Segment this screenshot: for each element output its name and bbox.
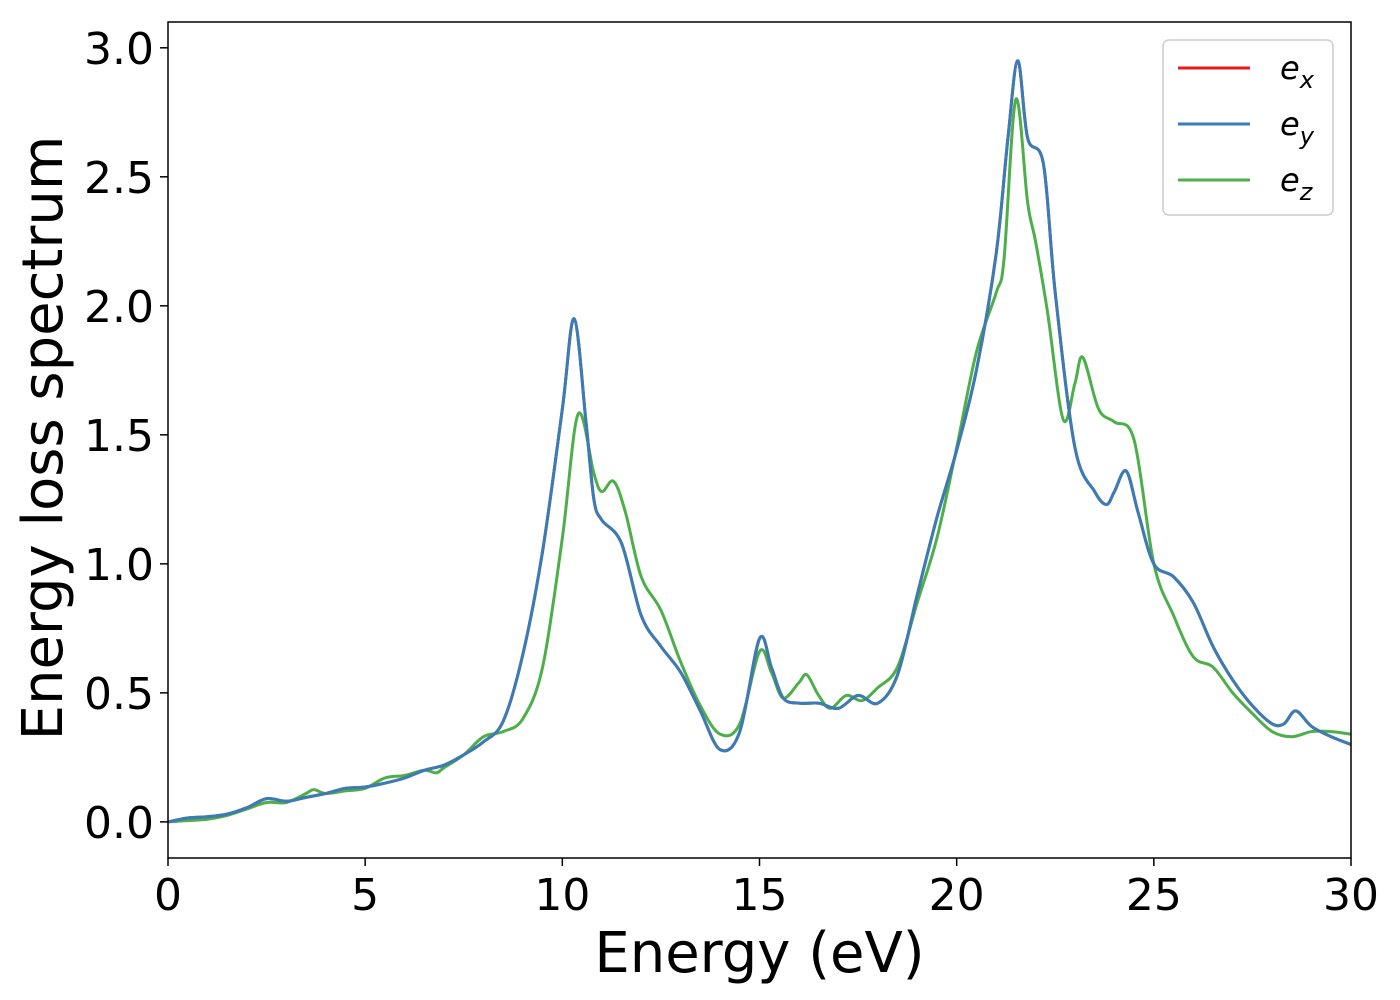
x-tick-label: 20 [929,870,985,921]
x-tick-label: 5 [351,870,379,921]
y-tick-label: 2.5 [84,153,154,204]
legend-label-ez: ez [1280,161,1314,206]
legend-label-ey: ey [1280,105,1315,150]
legend-label-ex: ex [1280,49,1315,94]
y-tick-label: 0.5 [84,669,154,720]
x-tick-label: 25 [1126,870,1182,921]
legend: ex ey ez [1162,39,1334,216]
y-axis-title: Energy loss spectrum [11,136,76,741]
series-line-ey [168,59,1351,824]
y-tick-label: 2.0 [84,282,154,333]
y-tick-label: 1.5 [84,411,154,462]
series-layer [168,59,1351,824]
x-tick-label: 0 [154,870,182,921]
x-axis-title: Energy (eV) [594,921,924,986]
y-tick-label: 0.0 [84,798,154,849]
y-axis: 0.0 0.5 1.0 1.5 2.0 2.5 3.0 [84,24,168,849]
x-tick-label: 10 [534,870,590,921]
y-tick-label: 1.0 [84,540,154,591]
legend-box [1162,39,1334,216]
x-tick-label: 15 [732,870,788,921]
x-tick-label: 30 [1323,870,1379,921]
y-tick-label: 3.0 [84,24,154,75]
x-axis: 0 5 10 15 20 25 30 [154,858,1379,921]
